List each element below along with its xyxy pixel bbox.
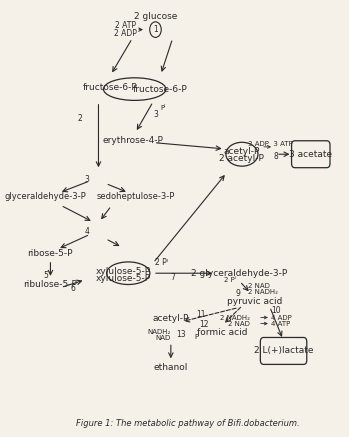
Text: 2 glucose: 2 glucose: [134, 12, 177, 21]
Text: Pᴵ: Pᴵ: [194, 333, 199, 340]
Text: 2 Pᴵ: 2 Pᴵ: [155, 258, 168, 267]
Text: 2 L(+)lactate: 2 L(+)lactate: [254, 347, 313, 355]
Text: 2 ATP: 2 ATP: [114, 21, 135, 30]
Text: erythrose-4-P: erythrose-4-P: [103, 136, 163, 145]
Text: 4 ADP: 4 ADP: [272, 315, 292, 320]
Text: 2 glyceraldehyde-3-P: 2 glyceraldehyde-3-P: [191, 269, 287, 277]
Text: NADH₂: NADH₂: [148, 329, 171, 335]
Text: 2: 2: [78, 114, 83, 123]
Text: ethanol: ethanol: [154, 363, 188, 371]
Text: NAD: NAD: [156, 335, 171, 341]
Text: sedoheptulose-3-P: sedoheptulose-3-P: [97, 192, 176, 201]
Text: 2 ADP: 2 ADP: [114, 29, 136, 38]
Text: 2 Pᴵ: 2 Pᴵ: [224, 277, 236, 283]
Text: 12: 12: [199, 320, 209, 329]
Text: xylulose-5-P: xylulose-5-P: [96, 267, 151, 276]
Text: 8: 8: [274, 153, 279, 161]
Text: glyceraldehyde-3-P: glyceraldehyde-3-P: [4, 192, 86, 201]
Text: 2 NADH₂: 2 NADH₂: [220, 315, 250, 320]
Text: Pᴵ: Pᴵ: [160, 105, 166, 111]
Text: 3 ADP  3 ATP: 3 ADP 3 ATP: [248, 141, 293, 147]
Text: xylulose-5-P: xylulose-5-P: [96, 274, 151, 283]
Text: 3: 3: [84, 175, 89, 184]
Text: 5: 5: [44, 271, 49, 280]
Text: 3 acetate: 3 acetate: [289, 150, 332, 159]
Text: fructose-6-P: fructose-6-P: [83, 83, 138, 92]
Text: 13: 13: [176, 330, 186, 340]
Text: 11: 11: [196, 309, 206, 319]
Text: ribose-5-P: ribose-5-P: [27, 249, 73, 258]
Text: acetyl-P: acetyl-P: [224, 147, 260, 156]
Text: 7: 7: [171, 273, 176, 281]
Text: Figure 1: The metabolic pathway of Bifi.dobacterium.: Figure 1: The metabolic pathway of Bifi.…: [76, 419, 299, 428]
Text: 4 ATP: 4 ATP: [272, 321, 291, 326]
Text: ribulose-5-P: ribulose-5-P: [23, 280, 77, 289]
Text: formic acid: formic acid: [198, 328, 248, 337]
Text: pyruvic acid: pyruvic acid: [227, 297, 282, 306]
Text: 3: 3: [153, 110, 158, 119]
Text: 9: 9: [236, 289, 240, 298]
Text: 2 NADH₂: 2 NADH₂: [248, 289, 279, 295]
Text: acetyl-P: acetyl-P: [153, 314, 189, 323]
Text: 2 acetyl-P: 2 acetyl-P: [220, 154, 265, 163]
Text: fructose-6-P: fructose-6-P: [133, 85, 188, 94]
Text: 2 NAD: 2 NAD: [228, 321, 250, 326]
Text: 4: 4: [84, 227, 89, 236]
Text: 1: 1: [153, 25, 158, 34]
Text: 6: 6: [70, 284, 75, 293]
Text: 2 NAD: 2 NAD: [248, 283, 270, 289]
Text: 10: 10: [272, 306, 281, 315]
